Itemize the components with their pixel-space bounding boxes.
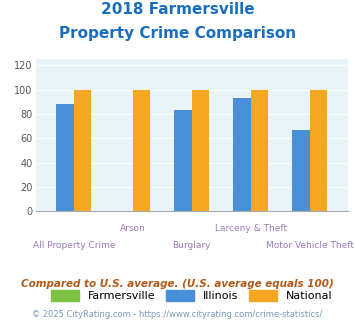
Bar: [133, 90, 151, 211]
Bar: [251, 90, 268, 211]
Text: Compared to U.S. average. (U.S. average equals 100): Compared to U.S. average. (U.S. average …: [21, 279, 334, 289]
Bar: [56, 104, 74, 211]
Text: © 2025 CityRating.com - https://www.cityrating.com/crime-statistics/: © 2025 CityRating.com - https://www.city…: [32, 310, 323, 319]
Text: Property Crime Comparison: Property Crime Comparison: [59, 26, 296, 41]
Text: All Property Crime: All Property Crime: [33, 241, 115, 250]
Bar: [174, 111, 192, 211]
Text: Burglary: Burglary: [173, 241, 211, 250]
Text: Larceny & Theft: Larceny & Theft: [214, 224, 287, 233]
Bar: [233, 98, 251, 211]
Text: 2018 Farmersville: 2018 Farmersville: [101, 2, 254, 16]
Bar: [292, 130, 310, 211]
Bar: [310, 90, 327, 211]
Text: Motor Vehicle Theft: Motor Vehicle Theft: [266, 241, 354, 250]
Bar: [192, 90, 209, 211]
Bar: [74, 90, 92, 211]
Text: Arson: Arson: [120, 224, 146, 233]
Legend: Farmersville, Illinois, National: Farmersville, Illinois, National: [51, 290, 333, 301]
